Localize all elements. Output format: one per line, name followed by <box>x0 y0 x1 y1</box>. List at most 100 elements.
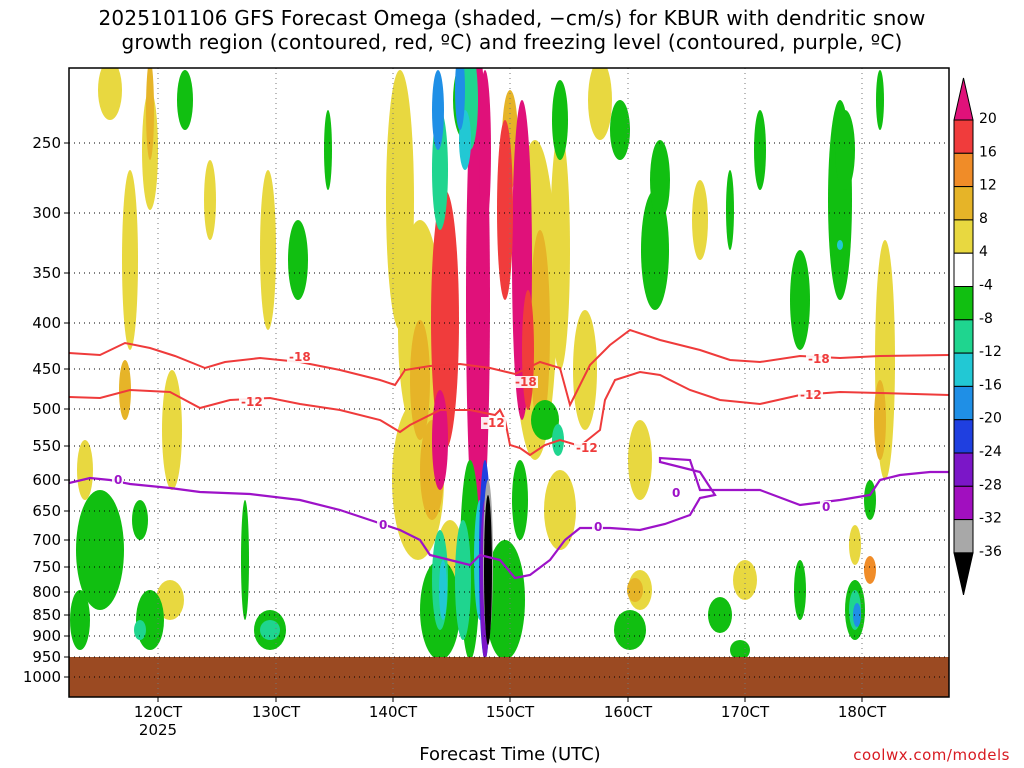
colorbar-label: 4 <box>979 244 988 260</box>
shade-blob <box>754 110 766 190</box>
shade-blob <box>730 640 750 660</box>
shade-blob <box>260 170 276 330</box>
shade-blob <box>324 110 332 190</box>
contour-label-bg <box>574 442 599 454</box>
shade-blob <box>288 220 308 300</box>
y-tick-label: 950 <box>32 648 61 666</box>
contour-label-minus12: -12 <box>576 441 598 455</box>
contour-label-bg <box>239 396 264 408</box>
shade-blob <box>726 170 734 250</box>
y-tick-label: 350 <box>32 264 61 282</box>
colorbar-label: -36 <box>979 544 1002 560</box>
x-axis-label: Forecast Time (UTC) <box>419 744 601 765</box>
y-tick-label: 500 <box>32 400 61 418</box>
contour-label-bg <box>287 351 312 363</box>
y-tick-label: 800 <box>32 583 61 601</box>
shade-blob <box>455 520 471 640</box>
colorbar-swatch <box>953 452 974 487</box>
shade-blob <box>874 380 886 460</box>
colorbar-label: -32 <box>979 511 1002 527</box>
colorbar-label: 8 <box>979 211 988 227</box>
shade-blob <box>260 620 280 640</box>
x-tick-label: 170CT <box>721 703 770 721</box>
colorbar-swatch <box>953 186 974 221</box>
shade-blob <box>522 290 534 410</box>
shade-blob <box>136 590 164 650</box>
contour-label-bg <box>670 487 681 499</box>
colorbar-swatch <box>953 485 974 521</box>
y-tick-label: 600 <box>32 471 61 489</box>
x-tick-label: 150CT <box>486 703 535 721</box>
y-tick-label: 300 <box>32 204 61 222</box>
contour-label-bg <box>112 474 123 486</box>
credit-link[interactable]: coolwx.com/models <box>853 746 1010 764</box>
shade-blob <box>410 320 430 440</box>
shade-blob <box>439 560 447 620</box>
shade-blob <box>588 68 612 140</box>
contour-label-minus18: -18 <box>289 350 311 364</box>
shade-blob <box>628 420 652 500</box>
shade-blob <box>432 70 444 150</box>
shade-blob <box>512 460 528 540</box>
shade-blob <box>627 578 643 602</box>
colorbar-label: 20 <box>979 111 997 127</box>
colorbar-label: -20 <box>979 411 1002 427</box>
colorbar-swatch <box>953 252 974 287</box>
shade-blob <box>853 603 861 627</box>
shade-blob <box>70 590 90 650</box>
shade-blob <box>864 556 876 584</box>
colorbar-swatch <box>953 152 974 188</box>
contour-label-bg <box>513 376 538 388</box>
shade-blob <box>790 250 810 350</box>
contour-label-0: 0 <box>114 473 122 487</box>
x-tick-label: 140CT <box>369 703 418 721</box>
shade-blob <box>455 68 465 130</box>
y-tick-label: 400 <box>32 314 61 332</box>
contour-label-minus12: -12 <box>241 395 263 409</box>
colorbar-label: -12 <box>979 344 1002 360</box>
contour-layer: -18 -18 -18 -12 -12 -12 -12 0 0 0 0 0 <box>69 328 949 580</box>
shade-blob <box>610 100 630 160</box>
shade-blob <box>876 70 884 130</box>
shade-blob <box>204 160 216 240</box>
shade-blob <box>552 80 568 160</box>
contour-label-0: 0 <box>379 518 387 532</box>
shade-blob <box>241 500 249 620</box>
colorbar-label: -24 <box>979 444 1002 460</box>
contour-label-minus18: -18 <box>515 375 537 389</box>
chart-title: 2025101106 GFS Forecast Omega (shaded, −… <box>98 6 926 54</box>
colorbar-swatch <box>953 385 974 421</box>
contour-label-0: 0 <box>594 520 602 534</box>
shade-blob <box>132 500 148 540</box>
contour-label-0: 0 <box>822 500 830 514</box>
y-tick-label: 650 <box>32 502 61 520</box>
shade-blob <box>122 170 138 350</box>
colorbar-arrow-bottom <box>953 552 974 596</box>
colorbar-swatch <box>953 319 974 354</box>
colorbar-label: -16 <box>979 377 1002 393</box>
shade-blob <box>708 597 732 633</box>
colorbar-swatch <box>953 119 974 154</box>
contour-label-minus12: -12 <box>800 388 822 402</box>
shade-blob <box>431 190 459 450</box>
shade-blob <box>692 180 708 260</box>
colorbar-swatch <box>953 519 974 554</box>
plot-frame <box>68 67 950 698</box>
shade-blob <box>146 68 154 160</box>
shade-blob <box>614 610 646 650</box>
shade-blob <box>119 360 131 420</box>
shade-blob <box>432 390 448 490</box>
x-tick-label: 120CT <box>134 703 183 721</box>
shade-blob <box>497 120 513 300</box>
shade-blob <box>849 525 861 565</box>
colorbar-label: -4 <box>979 278 993 294</box>
y-tick-label: 750 <box>32 558 61 576</box>
shade-blob <box>76 490 124 610</box>
contour-label-minus12: -12 <box>483 416 505 430</box>
shade-blob <box>162 370 182 490</box>
colorbar-label: -8 <box>979 311 993 327</box>
contour-label-bg <box>798 389 823 401</box>
contour-label-bg <box>481 417 506 429</box>
shade-blob <box>98 68 122 120</box>
y-tick-label: 250 <box>32 134 61 152</box>
